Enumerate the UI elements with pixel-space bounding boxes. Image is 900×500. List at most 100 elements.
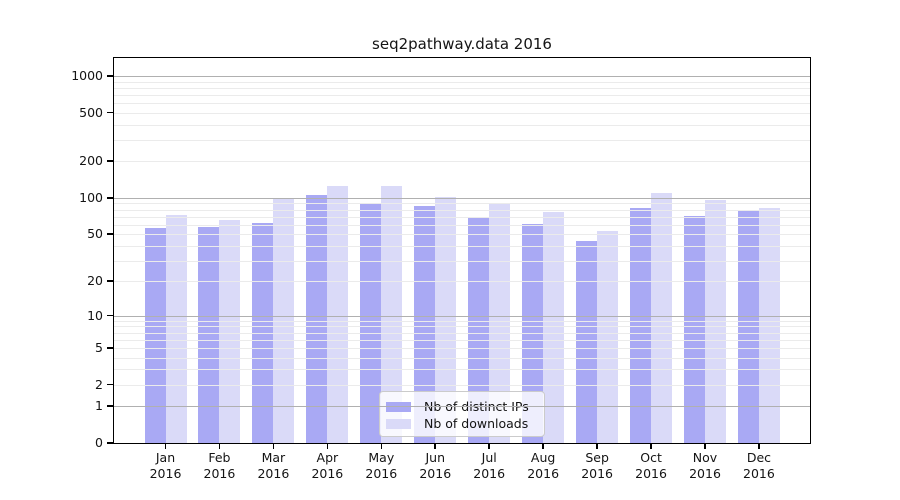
chart-title: seq2pathway.data 2016: [372, 35, 552, 53]
legend-item: Nb of distinct IPs: [386, 398, 536, 415]
x-tick-mark: [326, 443, 329, 449]
bar-distinct-ips-sep: [576, 240, 598, 443]
y-tick-label-500: 500: [79, 104, 103, 120]
x-tick-mark: [650, 443, 652, 449]
x-tick-label-sep: Sep 2016: [565, 450, 629, 482]
bar-downloads-dec: [758, 207, 780, 443]
y-tick-label-2: 2: [95, 376, 103, 392]
bar-distinct-ips-jan: [144, 228, 166, 443]
bar-downloads-jan: [165, 215, 187, 443]
x-tick-year: 2016: [203, 466, 236, 481]
x-tick-label-jul: Jul 2016: [457, 450, 521, 482]
x-tick-year: 2016: [581, 466, 613, 481]
bars-layer: [114, 58, 810, 443]
y-tick-mark: [107, 280, 113, 282]
x-tick-month: Nov: [692, 450, 718, 465]
x-tick-month: Dec: [746, 450, 772, 465]
x-tick-year: 2016: [743, 466, 775, 481]
y-tick-label-50: 50: [87, 226, 103, 242]
legend: Nb of distinct IPs Nb of downloads: [379, 391, 545, 437]
y-tick-mark: [107, 346, 113, 349]
x-tick-year: 2016: [365, 466, 398, 481]
bar-downloads-jun: [435, 196, 457, 443]
x-tick-label-dec: Dec 2016: [727, 450, 791, 482]
y-tick-label-20: 20: [87, 273, 103, 289]
x-tick-mark: [380, 443, 383, 449]
legend-label: Nb of downloads: [424, 415, 529, 431]
bar-downloads-nov: [705, 200, 726, 443]
x-tick-month: Jul: [481, 450, 497, 465]
x-tick-mark: [596, 443, 598, 449]
y-tick-label-1000: 1000: [71, 67, 103, 83]
y-tick-mark: [107, 383, 113, 386]
bar-distinct-ips-mar: [252, 222, 274, 443]
y-tick-mark: [107, 233, 113, 235]
y-tick-mark: [107, 160, 113, 162]
x-tick-month: Aug: [530, 450, 556, 465]
x-tick-month: Mar: [261, 450, 286, 465]
y-tick-label-1: 1: [95, 398, 103, 414]
legend-swatch: [386, 418, 411, 429]
x-tick-label-mar: Mar 2016: [241, 450, 305, 482]
bar-downloads-apr: [327, 185, 349, 443]
x-tick-mark: [704, 443, 706, 449]
y-tick-mark: [107, 75, 113, 77]
bar-downloads-feb: [219, 220, 241, 443]
y-tick-label-10: 10: [87, 307, 103, 323]
x-tick-month: Feb: [208, 450, 231, 465]
x-tick-label-may: May 2016: [349, 450, 413, 482]
x-tick-month: Sep: [585, 450, 609, 465]
y-tick-label-200: 200: [79, 153, 103, 169]
x-tick-mark: [272, 443, 275, 449]
x-tick-month: Jan: [155, 450, 176, 465]
x-tick-mark: [218, 443, 221, 449]
bar-distinct-ips-nov: [684, 215, 705, 443]
x-tick-month: Jun: [425, 450, 446, 465]
x-tick-year: 2016: [635, 466, 667, 481]
x-tick-label-aug: Aug 2016: [511, 450, 575, 482]
y-tick-mark: [107, 314, 113, 317]
x-tick-year: 2016: [689, 466, 721, 481]
x-tick-month: Apr: [316, 450, 339, 465]
x-tick-year: 2016: [311, 466, 344, 481]
bar-distinct-ips-may: [360, 204, 382, 443]
x-tick-year: 2016: [473, 466, 506, 481]
x-tick-mark: [434, 443, 437, 449]
plot-area: Nb of distinct IPs Nb of downloads: [113, 57, 811, 444]
x-tick-label-feb: Feb 2016: [187, 450, 251, 482]
x-tick-mark: [758, 443, 760, 449]
legend-item: Nb of downloads: [386, 415, 536, 432]
x-tick-month: Oct: [640, 450, 662, 465]
bar-distinct-ips-oct: [630, 207, 652, 443]
y-tick-mark: [107, 405, 113, 407]
x-tick-mark: [488, 443, 490, 449]
bar-downloads-jul: [489, 204, 511, 443]
x-tick-label-jan: Jan 2016: [134, 450, 198, 482]
y-tick-mark: [107, 111, 113, 114]
x-tick-label-nov: Nov 2016: [673, 450, 737, 482]
bar-downloads-sep: [597, 231, 619, 443]
legend-label: Nb of distinct IPs: [424, 398, 529, 414]
x-tick-label-oct: Oct 2016: [619, 450, 683, 482]
legend-swatch: [386, 401, 411, 412]
y-tick-label-0: 0: [95, 435, 103, 450]
x-tick-year: 2016: [419, 466, 452, 481]
y-tick-label-100: 100: [79, 189, 103, 205]
bar-downloads-oct: [651, 192, 673, 443]
bar-downloads-may: [381, 185, 403, 443]
x-tick-year: 2016: [149, 466, 182, 481]
x-tick-year: 2016: [527, 466, 560, 481]
x-tick-label-apr: Apr 2016: [295, 450, 359, 482]
bar-downloads-aug: [543, 212, 565, 443]
x-tick-mark: [542, 443, 544, 449]
bar-distinct-ips-jul: [468, 217, 490, 443]
x-tick-year: 2016: [257, 466, 290, 481]
x-tick-month: May: [368, 450, 395, 465]
y-tick-mark: [107, 442, 113, 444]
bar-distinct-ips-dec: [737, 211, 759, 443]
bar-distinct-ips-jun: [414, 205, 436, 443]
x-tick-mark: [164, 443, 167, 449]
x-tick-label-jun: Jun 2016: [403, 450, 467, 482]
bar-distinct-ips-apr: [306, 195, 328, 443]
